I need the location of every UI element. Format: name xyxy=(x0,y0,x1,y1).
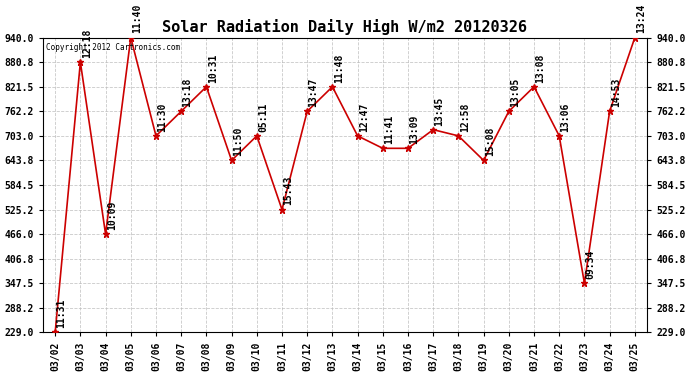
Text: 05:11: 05:11 xyxy=(258,102,268,132)
Text: 11:50: 11:50 xyxy=(233,127,243,156)
Text: 09:34: 09:34 xyxy=(586,250,595,279)
Text: 11:30: 11:30 xyxy=(157,102,167,132)
Text: 11:31: 11:31 xyxy=(57,299,66,328)
Text: 13:24: 13:24 xyxy=(636,4,646,33)
Text: 13:09: 13:09 xyxy=(409,115,420,144)
Text: 11:40: 11:40 xyxy=(132,4,142,33)
Text: 13:18: 13:18 xyxy=(182,78,193,107)
Text: 10:09: 10:09 xyxy=(107,201,117,230)
Text: 13:08: 13:08 xyxy=(535,53,545,82)
Text: 15:43: 15:43 xyxy=(284,176,293,206)
Text: 15:08: 15:08 xyxy=(485,127,495,156)
Text: 13:06: 13:06 xyxy=(560,102,571,132)
Text: 13:47: 13:47 xyxy=(308,78,319,107)
Text: 11:48: 11:48 xyxy=(334,53,344,82)
Text: 14:53: 14:53 xyxy=(611,78,621,107)
Text: 13:45: 13:45 xyxy=(435,96,444,126)
Text: 12:47: 12:47 xyxy=(359,102,369,132)
Text: 10:31: 10:31 xyxy=(208,53,217,82)
Text: 13:05: 13:05 xyxy=(510,78,520,107)
Text: 12:58: 12:58 xyxy=(460,102,470,132)
Text: Copyright 2012 Cartronics.com: Copyright 2012 Cartronics.com xyxy=(46,44,179,52)
Title: Solar Radiation Daily High W/m2 20120326: Solar Radiation Daily High W/m2 20120326 xyxy=(163,19,527,35)
Text: 12:18: 12:18 xyxy=(81,28,92,58)
Text: 11:41: 11:41 xyxy=(384,115,394,144)
